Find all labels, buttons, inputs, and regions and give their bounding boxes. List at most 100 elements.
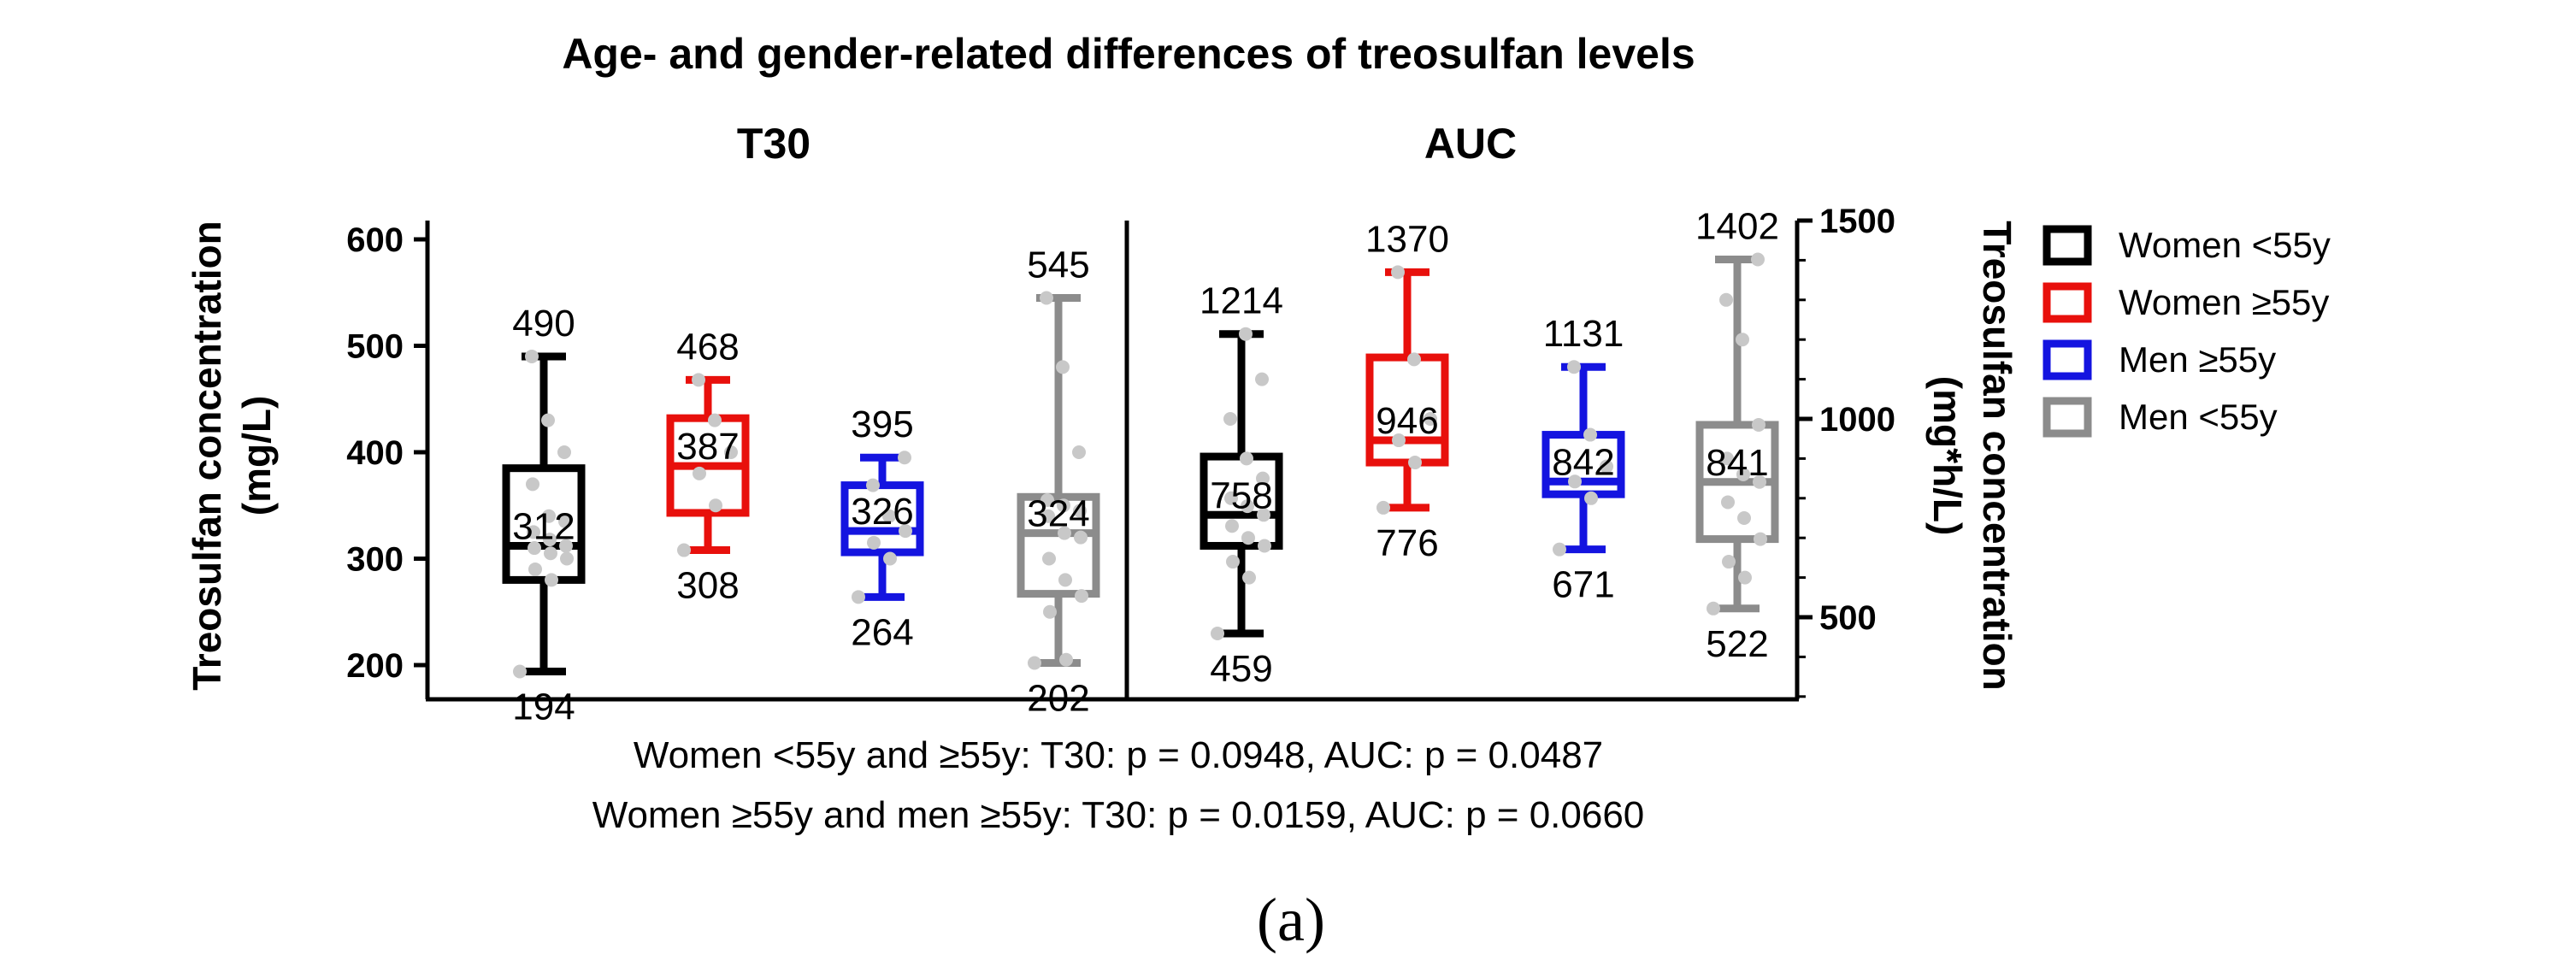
auc-box-3-median-label: 842 bbox=[1552, 441, 1614, 483]
auc-box-4-point bbox=[1738, 570, 1752, 585]
annotation-pvalue-1: Women <55y and ≥55y: T30: p = 0.0948, AU… bbox=[634, 734, 1603, 776]
panel-title-t30: T30 bbox=[737, 120, 811, 168]
y-tick-label-right-1500: 1500 bbox=[1819, 203, 1895, 240]
t30-box-1-point bbox=[526, 477, 539, 492]
t30-box-3-min-label: 264 bbox=[851, 611, 913, 653]
t30-box-1-point bbox=[544, 546, 557, 561]
auc-box-1-point bbox=[1211, 627, 1224, 641]
auc-box-1-point bbox=[1242, 570, 1256, 585]
auc-box-3-point bbox=[1567, 360, 1581, 374]
auc-box-2-point bbox=[1392, 433, 1406, 448]
auc-box-1-point bbox=[1240, 451, 1253, 466]
y-tick-label-left-200: 200 bbox=[346, 647, 404, 685]
t30-box-2-max-label: 468 bbox=[676, 326, 739, 368]
t30-box-2-point bbox=[693, 466, 706, 480]
y-tick-label-right-500: 500 bbox=[1819, 599, 1877, 637]
t30-box-4-point bbox=[1057, 498, 1070, 513]
t30-box-4-point bbox=[1058, 573, 1072, 587]
y-axis-label-left-line2: (mg/L) bbox=[234, 396, 279, 516]
y-ticks-left: 200 300 400 500 600 bbox=[346, 221, 427, 685]
panel-title-auc: AUC bbox=[1424, 120, 1517, 168]
t30-box-1-max-label: 490 bbox=[512, 303, 575, 345]
auc-box-1-point bbox=[1257, 508, 1270, 522]
y-tick-label-left-400: 400 bbox=[346, 434, 404, 472]
auc-box-1-point bbox=[1241, 531, 1255, 545]
t30-box-3-point bbox=[882, 509, 896, 523]
t30-box-4-min-label: 202 bbox=[1027, 678, 1089, 720]
auc-box-2-point bbox=[1376, 500, 1390, 515]
t30-box-4-point bbox=[1074, 530, 1088, 545]
t30-box-3-median-label: 326 bbox=[851, 491, 913, 533]
t30-box-4-point bbox=[1059, 652, 1073, 667]
auc-box-2-point bbox=[1391, 265, 1405, 280]
figure-caption: (a) bbox=[1257, 886, 1325, 954]
t30-box-4-point bbox=[1043, 604, 1057, 619]
auc-box-1-point bbox=[1239, 327, 1253, 341]
t30-box-1-min-label: 194 bbox=[512, 686, 575, 728]
auc-box-4-point bbox=[1736, 467, 1750, 481]
t30-box-2-point bbox=[724, 445, 738, 459]
t30-box-2-median-label: 387 bbox=[676, 426, 739, 468]
t30-box-1-point bbox=[543, 533, 557, 547]
legend-label-men-under-55: Men <55y bbox=[2119, 397, 2278, 437]
t30-box-1-point bbox=[541, 413, 555, 427]
y-axis-label-right-line1: Treosulfan concentration bbox=[1975, 221, 2019, 691]
legend-swatch-women-under-55 bbox=[2043, 225, 2092, 266]
y-ticks-right: 500 1000 1500 bbox=[1797, 203, 1895, 698]
y-axis-label-right-line2: (mg*h/L) bbox=[1925, 376, 1970, 536]
auc-box-1-min-label: 459 bbox=[1210, 648, 1272, 690]
auc-box-3-point bbox=[1553, 542, 1566, 557]
y-tick-label-left-300: 300 bbox=[346, 541, 404, 579]
t30-box-1-point bbox=[528, 562, 542, 576]
t30-box-1-point bbox=[557, 445, 571, 459]
t30-box-3-point bbox=[866, 478, 880, 492]
auc-box-2-median-label: 946 bbox=[1376, 400, 1438, 442]
box-series: 490 312 194 468 387 308 395 326 264 545 324 202 1214… bbox=[502, 205, 1779, 728]
y-tick-label-left-500: 500 bbox=[346, 328, 404, 366]
t30-box-3-point bbox=[883, 551, 897, 566]
legend-label-women-under-55: Women <55y bbox=[2119, 225, 2331, 265]
auc-box-2-max-label: 1370 bbox=[1365, 218, 1449, 260]
t30-box-2-point bbox=[677, 543, 691, 557]
auc-box-4-point bbox=[1754, 532, 1767, 546]
auc-box-2-point bbox=[1424, 412, 1437, 426]
auc-box-3-point bbox=[1568, 474, 1582, 489]
t30-box-1-point bbox=[513, 664, 527, 679]
t30-box-3-iqr bbox=[840, 481, 924, 557]
auc-box-4-point bbox=[1737, 511, 1751, 525]
t30-box-1-point bbox=[558, 514, 572, 528]
auc-box-4-point bbox=[1751, 252, 1765, 267]
auc-box-3-point bbox=[1584, 491, 1598, 505]
auc-box-1-point bbox=[1241, 499, 1254, 514]
auc-box-3-point bbox=[1600, 459, 1613, 474]
auc-box-3-min-label: 671 bbox=[1552, 564, 1614, 606]
auc-box-3-max-label: 1131 bbox=[1543, 313, 1624, 355]
auc-box-3-point bbox=[1583, 427, 1597, 442]
auc-box-4-point bbox=[1736, 333, 1749, 347]
legend-swatch-men-55-plus bbox=[2043, 339, 2092, 380]
legend-label-women-55-plus: Women ≥55y bbox=[2119, 282, 2329, 322]
auc-box-4-point bbox=[1721, 495, 1735, 510]
t30-box-4-median-label: 324 bbox=[1027, 493, 1089, 535]
t30-box-2-point bbox=[709, 498, 722, 513]
auc-box-1-max-label: 1214 bbox=[1200, 280, 1283, 322]
auc-box-1-point bbox=[1258, 539, 1271, 553]
auc-box-2-iqr bbox=[1365, 353, 1449, 467]
auc-box-1-point bbox=[1224, 491, 1238, 505]
t30-box-4-max-label: 545 bbox=[1027, 244, 1089, 286]
t30-box-4-point bbox=[1041, 509, 1055, 523]
t30-box-3-point bbox=[899, 524, 912, 539]
t30-box-3-point bbox=[852, 590, 865, 604]
annotation-pvalue-2: Women ≥55y and men ≥55y: T30: p = 0.0159… bbox=[592, 794, 1645, 836]
legend-label-men-55-plus: Men ≥55y bbox=[2119, 339, 2276, 380]
y-tick-label-right-1000: 1000 bbox=[1819, 401, 1895, 439]
t30-box-4-point bbox=[1040, 291, 1053, 305]
t30-box-4-point bbox=[1073, 504, 1087, 518]
t30-box-3-point bbox=[898, 451, 911, 465]
auc-box-1-median-label: 758 bbox=[1210, 474, 1272, 516]
t30-box-4-point bbox=[1040, 493, 1054, 508]
chart-title: Age- and gender-related differences of t… bbox=[562, 30, 1695, 78]
t30-box-4-point bbox=[1042, 551, 1056, 566]
auc-box-1-point bbox=[1223, 412, 1237, 426]
